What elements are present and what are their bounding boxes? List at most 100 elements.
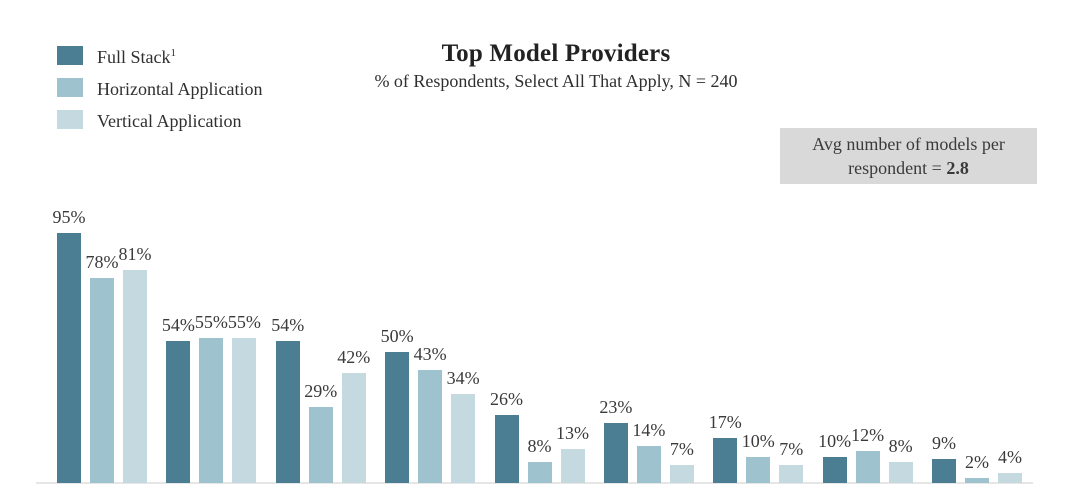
bar-value-label: 8% — [888, 436, 913, 456]
bar-value-label: 55% — [227, 312, 261, 333]
bar-full-stack: 26% — [490, 389, 523, 483]
legend-swatch-full-stack — [57, 46, 83, 65]
bar-value-label: 7% — [669, 438, 694, 459]
bar-full-stack: 54% — [271, 315, 304, 483]
bar-rect — [494, 414, 519, 483]
bar-rect — [199, 338, 224, 483]
bar-horizontal-application: 2% — [965, 452, 989, 483]
bar-value-label: 14% — [632, 420, 666, 441]
bar-chart: 95% 78% 81% 54% 55% 55% 54% 29% 42% 50% 43% 34% 26% 8… — [53, 193, 1022, 483]
legend-item-full-stack: Full Stack1 — [57, 44, 262, 67]
bar-rect — [603, 422, 628, 483]
bar-value-label: 81% — [118, 244, 152, 264]
bar-full-stack: 54% — [162, 315, 195, 483]
bar-rect — [275, 341, 300, 483]
bar-horizontal-application: 55% — [195, 312, 228, 483]
bar-horizontal-application: 78% — [86, 252, 119, 483]
bar-vertical-application: 42% — [337, 347, 370, 483]
bar-rect — [560, 448, 585, 483]
bar-vertical-application: 4% — [998, 447, 1022, 483]
bar-rect — [90, 277, 114, 483]
bar-rect — [965, 477, 989, 483]
bar-rect — [779, 464, 804, 483]
bar-vertical-application: 8% — [888, 436, 913, 483]
bar-full-stack: 9% — [932, 433, 956, 483]
bar-value-label: 29% — [304, 380, 338, 401]
bar-value-label: 95% — [52, 207, 86, 228]
bar-group-3: 54% 29% 42% — [271, 315, 370, 483]
bar-vertical-application: 7% — [779, 439, 804, 483]
bar-full-stack: 23% — [599, 397, 632, 483]
bar-value-label: 43% — [413, 343, 447, 364]
bar-value-label: 78% — [85, 251, 119, 272]
legend: Full Stack1 Horizontal Application Verti… — [57, 44, 262, 140]
bar-value-label: 55% — [194, 312, 228, 333]
bar-value-label: 2% — [965, 451, 989, 472]
bar-value-label: 7% — [779, 438, 804, 459]
bar-rect — [888, 462, 913, 483]
bar-rect — [932, 459, 956, 483]
bar-rect — [308, 406, 333, 483]
bar-rect — [998, 472, 1022, 483]
bar-rect — [527, 462, 552, 483]
bar-vertical-application: 55% — [228, 312, 261, 483]
bar-value-label: 54% — [161, 315, 195, 335]
bar-vertical-application: 7% — [669, 439, 694, 483]
bar-group-4: 50% 43% 34% — [381, 326, 480, 483]
bar-value-label: 4% — [998, 446, 1022, 467]
chart-title: Top Model Providers — [441, 40, 671, 67]
bar-full-stack: 50% — [381, 326, 414, 483]
legend-label: Full Stack1 — [97, 47, 177, 67]
bar-horizontal-application: 8% — [527, 436, 552, 483]
bar-rect — [713, 438, 738, 483]
legend-label: Vertical Application — [97, 111, 242, 131]
bar-rect — [418, 369, 443, 483]
bar-rect — [385, 351, 410, 483]
bar-rect — [451, 393, 476, 483]
bar-value-label: 34% — [446, 367, 480, 388]
bar-horizontal-application: 14% — [632, 420, 665, 483]
bar-rect — [341, 372, 366, 483]
bar-full-stack: 95% — [53, 207, 86, 483]
bar-value-label: 54% — [271, 315, 305, 335]
bar-horizontal-application: 29% — [304, 381, 337, 483]
bar-value-label: 8% — [527, 436, 552, 456]
legend-swatch-vertical-application — [57, 110, 83, 129]
legend-swatch-horizontal-application — [57, 78, 83, 97]
legend-item-horizontal-application: Horizontal Application — [57, 76, 262, 99]
bar-value-label: 9% — [932, 433, 956, 454]
legend-item-vertical-application: Vertical Application — [57, 108, 262, 131]
bar-full-stack: 10% — [818, 431, 851, 483]
bar-rect — [746, 456, 771, 483]
avg-models-note: Avg number of models per respondent = 2.… — [780, 128, 1037, 184]
bar-group-5: 26% 8% 13% — [490, 389, 589, 483]
bar-value-label: 13% — [556, 422, 589, 443]
bar-group-1: 95% 78% 81% — [53, 207, 152, 483]
bar-rect — [822, 456, 847, 483]
chart-subtitle: % of Respondents, Select All That Apply,… — [374, 71, 738, 91]
bar-rect — [123, 270, 147, 483]
bar-rect — [57, 233, 81, 483]
bar-horizontal-application: 12% — [851, 425, 884, 483]
x-axis-line — [36, 482, 1033, 484]
legend-label: Horizontal Application — [97, 79, 263, 99]
bar-value-label: 10% — [741, 430, 775, 451]
avg-models-note-text: Avg number of models per respondent = 2.… — [812, 133, 1005, 178]
bar-value-label: 12% — [851, 425, 885, 446]
bar-value-label: 23% — [599, 396, 633, 417]
bar-rect — [232, 338, 257, 483]
bar-vertical-application: 13% — [556, 423, 589, 483]
bar-value-label: 10% — [818, 430, 852, 451]
bar-vertical-application: 81% — [119, 244, 152, 483]
bar-rect — [855, 451, 880, 483]
bar-vertical-application: 34% — [447, 368, 480, 483]
bar-value-label: 42% — [337, 346, 371, 367]
bar-horizontal-application: 10% — [742, 431, 775, 483]
bar-group-2: 54% 55% 55% — [162, 312, 261, 483]
bar-rect — [669, 464, 694, 483]
bar-group-9: 9% 2% 4% — [932, 433, 1022, 483]
bar-horizontal-application: 43% — [414, 344, 447, 483]
bar-full-stack: 17% — [709, 412, 742, 483]
bar-group-8: 10% 12% 8% — [818, 425, 913, 483]
